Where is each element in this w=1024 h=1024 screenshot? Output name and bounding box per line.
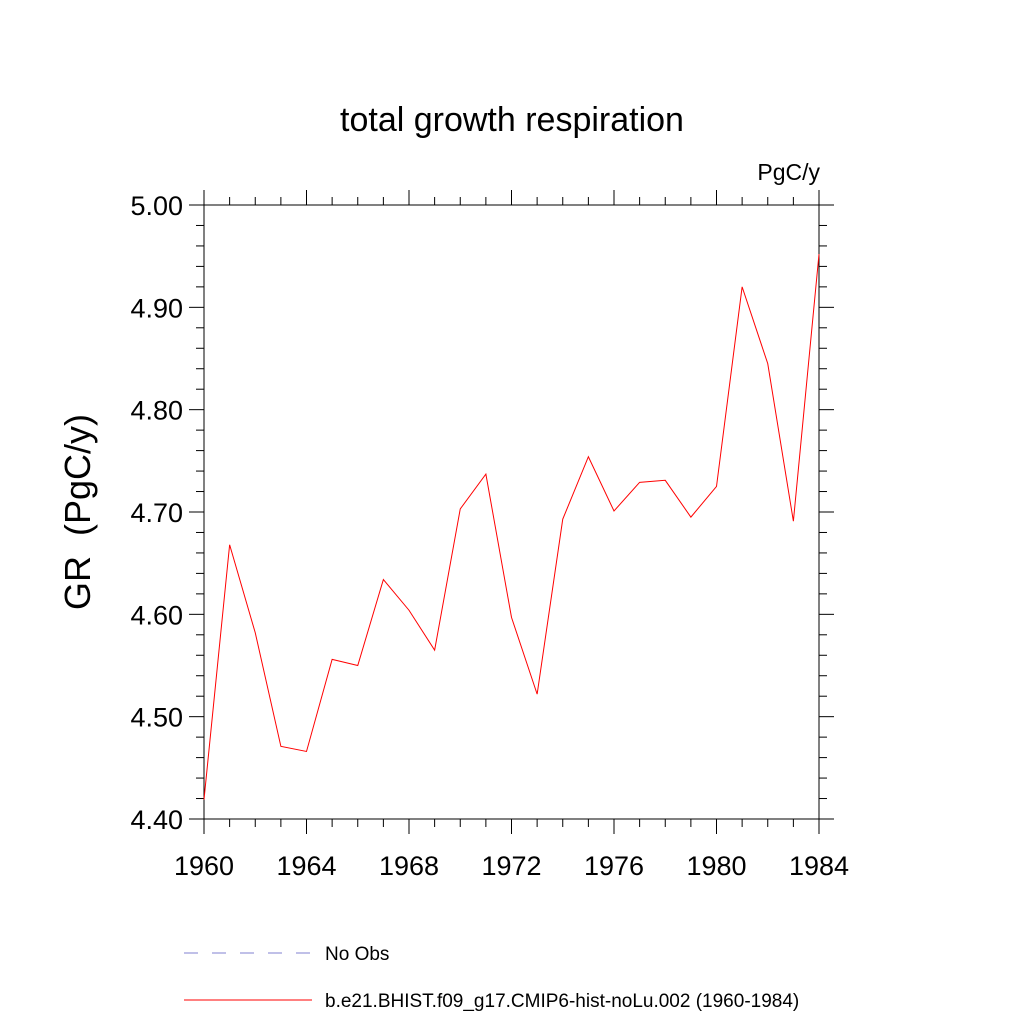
x-tick-labels: 1960 1964 1968 1972 1976 1980 1984	[174, 851, 849, 881]
y-tick-label: 4.60	[130, 600, 183, 630]
series-line	[203, 254, 820, 800]
units-label: PgC/y	[757, 159, 820, 185]
legend: No Obs b.e21.BHIST.f09_g17.CMIP6-hist-no…	[184, 944, 799, 1012]
y-tick-label: 5.00	[130, 191, 183, 221]
x-tick-label: 1984	[789, 851, 849, 881]
x-tick-label: 1980	[686, 851, 746, 881]
series-lines	[203, 254, 820, 800]
legend-label-no-obs: No Obs	[325, 944, 389, 965]
x-tick-label: 1972	[481, 851, 541, 881]
y-tick-label: 4.40	[130, 805, 183, 835]
y-axis-label: GR (PgC/y)	[57, 414, 98, 610]
axis-ticks	[189, 190, 834, 834]
y-tick-label: 4.50	[130, 703, 183, 733]
x-tick-label: 1964	[276, 851, 336, 881]
x-tick-label: 1960	[174, 851, 234, 881]
plot-frame	[203, 204, 820, 820]
x-tick-label: 1968	[379, 851, 439, 881]
x-tick-label: 1976	[584, 851, 644, 881]
y-tick-labels: 4.40 4.50 4.60 4.70 4.80 4.90 5.00	[130, 191, 183, 835]
y-tick-label: 4.90	[130, 293, 183, 323]
y-tick-label: 4.80	[130, 396, 183, 426]
chart-title: total growth respiration	[340, 101, 684, 139]
legend-label-model: b.e21.BHIST.f09_g17.CMIP6-hist-noLu.002 …	[325, 991, 799, 1012]
y-tick-label: 4.70	[130, 498, 183, 528]
